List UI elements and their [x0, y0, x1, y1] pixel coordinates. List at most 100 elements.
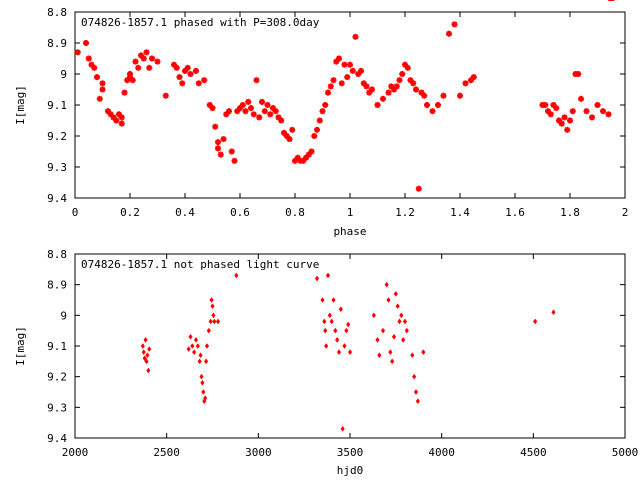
y-tick-label: 9.2	[47, 371, 67, 384]
data-point	[94, 74, 100, 81]
data-point	[319, 108, 326, 115]
data-point	[193, 67, 199, 74]
phased-light-curve-panel: 074826-1857.1 phased with P=308.0day pha…	[14, 0, 628, 238]
data-point	[330, 77, 337, 84]
data-point	[404, 64, 411, 71]
data-point	[567, 117, 573, 124]
data-point	[228, 148, 235, 155]
unphased-light-curve-panel: 074826-1857.1 not phased light curve hjd…	[14, 248, 638, 477]
data-point	[234, 272, 239, 279]
data-point	[324, 343, 329, 349]
data-point	[143, 336, 148, 343]
data-point	[186, 346, 191, 352]
data-point	[292, 157, 298, 164]
data-point	[594, 102, 601, 108]
data-point	[421, 92, 428, 99]
data-point	[533, 318, 538, 325]
data-point	[421, 349, 426, 356]
data-point	[141, 349, 146, 356]
data-point	[325, 89, 331, 96]
data-point	[215, 139, 221, 146]
data-point	[352, 33, 359, 40]
data-point	[135, 64, 142, 71]
x-tick-label: 1.6	[505, 206, 525, 219]
x-tick-label: 4000	[428, 446, 455, 459]
data-point	[410, 352, 415, 359]
data-point	[259, 98, 265, 105]
data-point	[143, 49, 150, 56]
data-point	[369, 86, 375, 93]
data-point	[146, 367, 151, 374]
data-point	[342, 343, 347, 349]
data-point	[179, 80, 186, 87]
data-point	[245, 98, 252, 105]
data-point	[569, 108, 576, 115]
data-point	[311, 133, 318, 139]
data-point	[558, 120, 565, 127]
data-point	[154, 58, 161, 65]
data-point	[173, 64, 180, 71]
data-point	[242, 108, 249, 115]
data-point	[424, 102, 430, 108]
data-point	[223, 111, 230, 118]
data-point	[195, 80, 202, 87]
data-point	[264, 102, 271, 108]
data-point	[404, 327, 409, 334]
data-point	[327, 312, 332, 319]
data-point	[118, 120, 125, 127]
data-point	[300, 157, 307, 164]
data-point	[96, 95, 103, 102]
y-tick-label: 8.8	[47, 248, 67, 261]
data-point	[547, 111, 554, 118]
data-point	[146, 64, 153, 71]
data-point	[377, 352, 382, 359]
data-point	[198, 352, 203, 359]
data-point	[413, 389, 419, 395]
data-point	[347, 61, 353, 68]
data-point	[589, 114, 595, 121]
data-point	[338, 306, 343, 313]
data-point	[344, 74, 351, 81]
y-axis-ticks: 8.8 8.9 9 9.1 9.2 9.3 9.4	[47, 248, 625, 445]
data-point	[203, 358, 209, 365]
data-point	[99, 86, 106, 93]
data-point	[200, 379, 205, 386]
x-axis-ticks: 0 0.2 0.4 0.6 0.8 1 1.2 1.4 1.6 1.8 2	[72, 12, 628, 219]
data-point	[336, 55, 342, 62]
x-tick-label: 0.8	[285, 206, 305, 219]
data-point	[322, 102, 329, 108]
x-tick-label: 0.6	[230, 206, 250, 219]
data-point	[410, 80, 417, 87]
data-point	[209, 297, 214, 303]
data-point	[256, 114, 263, 121]
data-point	[267, 111, 274, 118]
data-point	[451, 21, 458, 28]
data-point	[327, 83, 334, 90]
y-tick-label: 9.2	[47, 130, 67, 143]
y-axis-ticks: 8.8 8.9 9 9.1 9.2 9.3 9.4	[47, 6, 625, 205]
data-point	[212, 123, 219, 130]
y-tick-label: 9	[60, 68, 67, 81]
data-point	[212, 318, 217, 325]
data-point	[217, 151, 224, 158]
data-point	[583, 108, 590, 115]
data-point	[429, 108, 436, 115]
x-tick-label: 3500	[337, 446, 364, 459]
x-axis-ticks: 2000 2500 3000 3500 4000 4500 5000	[62, 254, 638, 459]
data-point	[333, 327, 338, 334]
x-tick-label: 4500	[520, 446, 547, 459]
y-tick-label: 9	[60, 309, 67, 322]
data-point	[396, 77, 403, 84]
data-point	[561, 114, 568, 121]
data-point	[470, 74, 477, 81]
data-point	[542, 102, 549, 108]
data-point	[208, 318, 213, 325]
data-point	[393, 83, 400, 90]
y-tick-label: 9.4	[47, 192, 67, 205]
data-points	[140, 272, 556, 432]
y-tick-label: 9.1	[47, 340, 67, 353]
data-point	[190, 343, 195, 349]
data-point	[199, 373, 204, 380]
data-point	[142, 355, 147, 362]
data-points	[74, 0, 615, 192]
